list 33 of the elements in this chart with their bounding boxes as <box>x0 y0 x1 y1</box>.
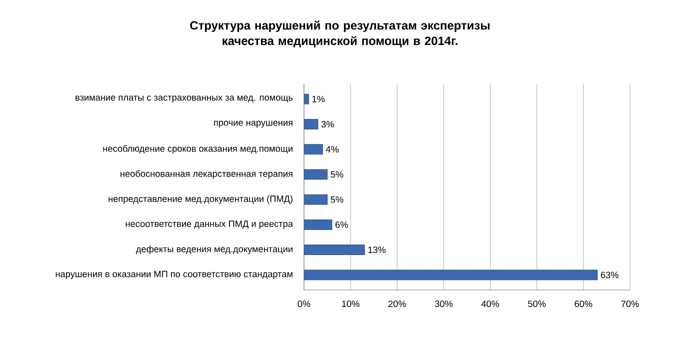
y-tick-label: непредставление мед.документации (ПМД) <box>108 195 292 204</box>
x-tick-label: 70% <box>621 300 639 308</box>
y-tick-label: необоснованная лекарственная терапия <box>120 170 292 179</box>
data-label: 6% <box>336 221 348 228</box>
data-label: 5% <box>330 171 344 178</box>
x-tick-label: 10% <box>342 300 360 308</box>
y-tick-label: несоблюдение сроков оказания мед.помощи <box>103 145 292 154</box>
data-label: 4% <box>326 146 339 153</box>
data-label: 63% <box>600 272 618 278</box>
x-tick-label: 30% <box>434 300 453 308</box>
y-tick-label: несоответствие данных ПМД и реестра <box>126 220 293 229</box>
data-label: 3% <box>321 120 334 128</box>
bar <box>304 118 318 130</box>
x-tick-label: 20% <box>388 300 406 308</box>
bar <box>304 244 365 256</box>
bar <box>304 169 328 180</box>
bar <box>304 94 309 104</box>
y-tick-label: дефекты ведения мед.документации <box>136 246 292 254</box>
y-tick-label: взимание платы с застрахованных за мед. помощь <box>76 96 293 102</box>
data-label: 13% <box>368 246 386 254</box>
chart-title: Структура нарушений по результатам экспертизы качества медицинской помощи в 2014г. <box>190 20 490 48</box>
x-tick-label: 60% <box>574 300 592 308</box>
data-label: 1% <box>312 96 325 102</box>
x-tick-label: 50% <box>528 300 546 308</box>
x-tick-label: 0% <box>298 300 310 308</box>
bar <box>304 144 323 155</box>
bar <box>304 270 598 280</box>
y-tick-label: прочие нарушения <box>214 120 292 128</box>
x-tick-label: 40% <box>481 300 500 308</box>
data-label: 5% <box>330 196 344 203</box>
y-tick-label: нарушения в оказании МП по соответствию стандартам <box>56 270 292 280</box>
bar <box>304 194 328 205</box>
bar <box>304 219 332 230</box>
